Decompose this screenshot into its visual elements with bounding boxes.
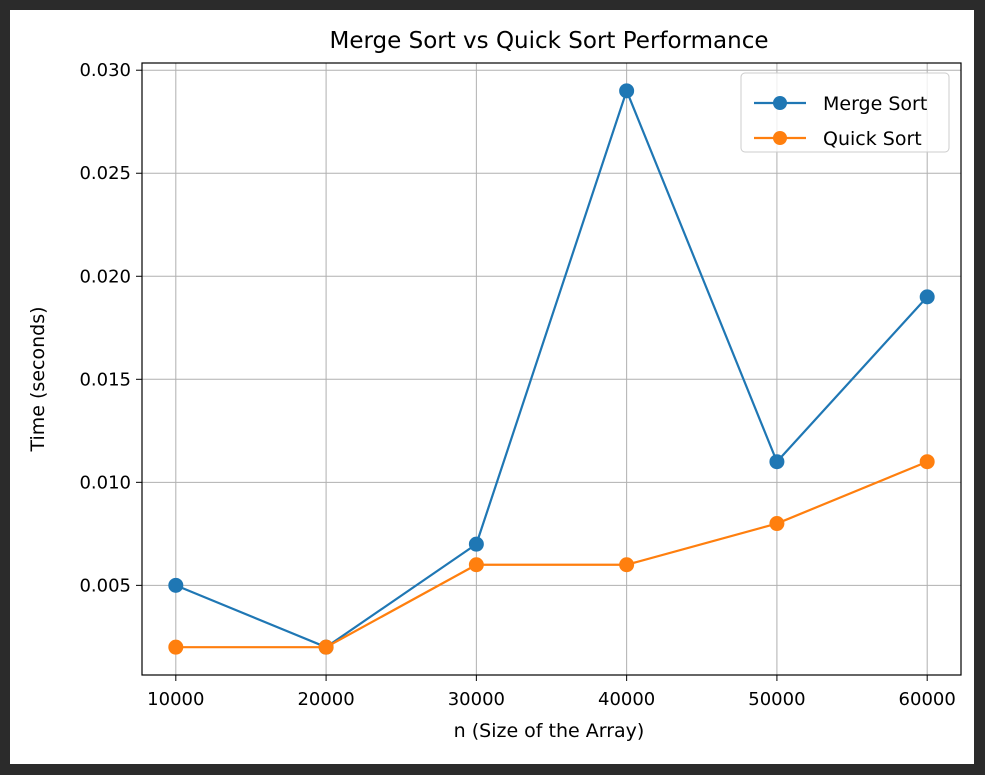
axis-ticks: 10000 20000 30000 40000 50000 60000 0.005 0.010… (79, 60, 955, 710)
x-tick-label: 10000 (147, 689, 204, 710)
legend: Merge Sort Quick Sort (740, 72, 950, 153)
merge-sort-point (468, 536, 484, 552)
merge-sort-point (769, 454, 785, 470)
merge-sort-point (619, 83, 635, 99)
series-layer (168, 83, 935, 655)
line-chart: Merge Sort vs Quick Sort Performance 100… (27, 28, 962, 742)
x-tick-label: 30000 (448, 689, 505, 710)
quick-sort-point (318, 639, 334, 655)
quick-sort-point (619, 557, 635, 573)
y-tick-label: 0.030 (79, 60, 131, 81)
plot-area-frame (141, 62, 962, 676)
merge-sort-line (175, 89, 929, 649)
grid (142, 63, 961, 675)
y-tick-label: 0.025 (79, 163, 131, 184)
quick-sort-point (919, 454, 935, 470)
quick-sort-point (769, 516, 785, 532)
merge-sort-legend-label: Merge Sort (823, 93, 927, 115)
quick-sort-line (175, 460, 928, 649)
x-tick-label: 40000 (598, 689, 655, 710)
quick-sort-point (168, 639, 184, 655)
x-tick-label: 60000 (899, 689, 956, 710)
quick-sort-legend-marker (773, 131, 787, 145)
y-tick-label: 0.010 (79, 472, 131, 493)
figure: Merge Sort vs Quick Sort Performance 100… (10, 10, 974, 764)
y-tick-label: 0.005 (79, 575, 131, 596)
y-tick-label: 0.020 (79, 266, 131, 287)
merge-sort-point (168, 577, 184, 593)
quick-sort-legend-label: Quick Sort (823, 128, 922, 150)
x-axis-label: n (Size of the Array) (454, 720, 645, 742)
merge-sort-point (919, 289, 935, 305)
x-tick-label: 50000 (748, 689, 805, 710)
x-tick-label: 20000 (297, 689, 354, 710)
merge-sort-legend-marker (773, 96, 787, 110)
chart-title: Merge Sort vs Quick Sort Performance (329, 28, 768, 54)
y-tick-label: 0.015 (79, 369, 131, 390)
y-axis-label: Time (seconds) (27, 306, 49, 452)
legend-box (740, 72, 950, 153)
quick-sort-point (468, 557, 484, 573)
